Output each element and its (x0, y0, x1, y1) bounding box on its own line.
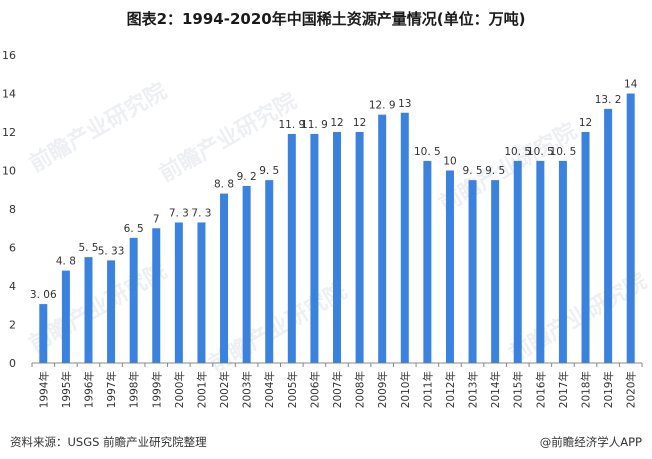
bar (310, 133, 319, 363)
bar (378, 114, 387, 363)
data-label: 12 (579, 117, 592, 129)
x-tick-label: 2008年 (354, 371, 367, 408)
data-label: 13. 2 (595, 94, 622, 106)
data-label: 4. 8 (56, 256, 76, 268)
bar (61, 270, 70, 363)
x-tick-label: 2017年 (557, 371, 570, 408)
data-label: 7. 3 (191, 207, 211, 219)
x-tick-label: 2015年 (512, 371, 525, 408)
bar (39, 304, 48, 363)
data-label: 7 (153, 213, 160, 225)
bar (558, 160, 567, 363)
brand-credit: @前瞻经济学人APP (539, 435, 642, 449)
bar (423, 160, 432, 363)
data-label: 3. 06 (30, 289, 57, 301)
y-tick-label: 10 (2, 165, 16, 178)
data-label: 6. 5 (124, 223, 144, 235)
y-tick-label: 0 (9, 357, 16, 370)
y-tick-label: 6 (9, 242, 16, 255)
x-tick-label: 2006年 (308, 371, 321, 408)
bar (107, 260, 116, 363)
x-tick-label: 2020年 (625, 371, 638, 408)
data-label: 10. 5 (504, 146, 531, 158)
data-label: 10. 5 (414, 146, 441, 158)
bar (174, 222, 183, 363)
bar (152, 228, 161, 363)
bar (626, 93, 635, 363)
bar (220, 193, 229, 363)
x-tick-label: 2014年 (489, 371, 502, 408)
x-tick-label: 1996年 (82, 371, 95, 408)
bar (84, 257, 93, 363)
data-label: 7. 3 (169, 207, 189, 219)
x-tick-label: 2013年 (467, 371, 480, 408)
data-label: 8. 8 (214, 179, 234, 191)
bar (265, 180, 274, 363)
data-label: 12 (353, 117, 366, 129)
bar (468, 180, 477, 363)
y-tick-label: 16 (2, 49, 16, 62)
x-tick-label: 1995年 (60, 371, 73, 408)
data-label: 10 (443, 156, 456, 168)
bar (333, 132, 341, 363)
x-tick-label: 2003年 (241, 371, 254, 408)
data-label: 9. 5 (485, 165, 505, 177)
x-tick-label: 1997年 (105, 371, 118, 408)
bar (604, 108, 613, 364)
x-tick-label: 2016年 (534, 371, 547, 408)
data-label: 9. 2 (237, 171, 257, 183)
bar (491, 180, 500, 363)
bar (581, 132, 590, 363)
x-tick-label: 2007年 (331, 371, 344, 408)
x-tick-label: 2019年 (602, 371, 615, 408)
data-label: 5. 33 (98, 245, 125, 257)
x-tick-label: 2005年 (286, 371, 299, 408)
data-label: 11. 9 (278, 119, 305, 131)
data-label: 9. 5 (259, 165, 279, 177)
y-tick-label: 2 (9, 319, 16, 332)
data-label: 12 (330, 117, 343, 129)
source-note: 资料来源：USGS 前瞻产业研究院整理 (10, 435, 207, 449)
bar (197, 222, 206, 363)
chart-title: 图表2：1994-2020年中国稀土资源产量情况(单位：万吨) (126, 10, 526, 28)
data-label: 11. 9 (301, 119, 328, 131)
x-tick-label: 1994年 (37, 371, 50, 408)
data-label: 14 (624, 79, 638, 91)
data-label: 5. 5 (78, 242, 98, 254)
x-tick-label: 2018年 (580, 371, 593, 408)
x-tick-label: 1999年 (150, 371, 163, 408)
y-tick-label: 14 (2, 88, 16, 101)
x-tick-label: 2002年 (218, 371, 231, 408)
x-tick-label: 1998年 (128, 371, 141, 408)
bar (536, 160, 545, 363)
bar (242, 185, 251, 363)
y-tick-label: 4 (9, 280, 16, 293)
bar (287, 133, 296, 363)
bar (129, 237, 138, 363)
x-tick-label: 2004年 (263, 371, 276, 408)
data-label: 10. 5 (527, 146, 554, 158)
data-label: 12. 9 (369, 100, 396, 112)
x-tick-label: 2010年 (399, 371, 412, 408)
bar (445, 170, 454, 363)
bar (400, 112, 409, 363)
data-label: 10. 5 (550, 146, 577, 158)
y-tick-label: 12 (2, 126, 16, 139)
bar (513, 160, 522, 363)
data-label: 13 (398, 98, 411, 110)
x-tick-label: 2012年 (444, 371, 457, 408)
bar (355, 132, 364, 363)
x-tick-label: 2000年 (173, 371, 186, 408)
data-label: 9. 5 (463, 165, 483, 177)
x-tick-label: 2001年 (195, 371, 208, 408)
y-tick-label: 8 (9, 203, 16, 216)
x-tick-label: 2009年 (376, 371, 389, 408)
x-tick-label: 2011年 (421, 371, 434, 408)
